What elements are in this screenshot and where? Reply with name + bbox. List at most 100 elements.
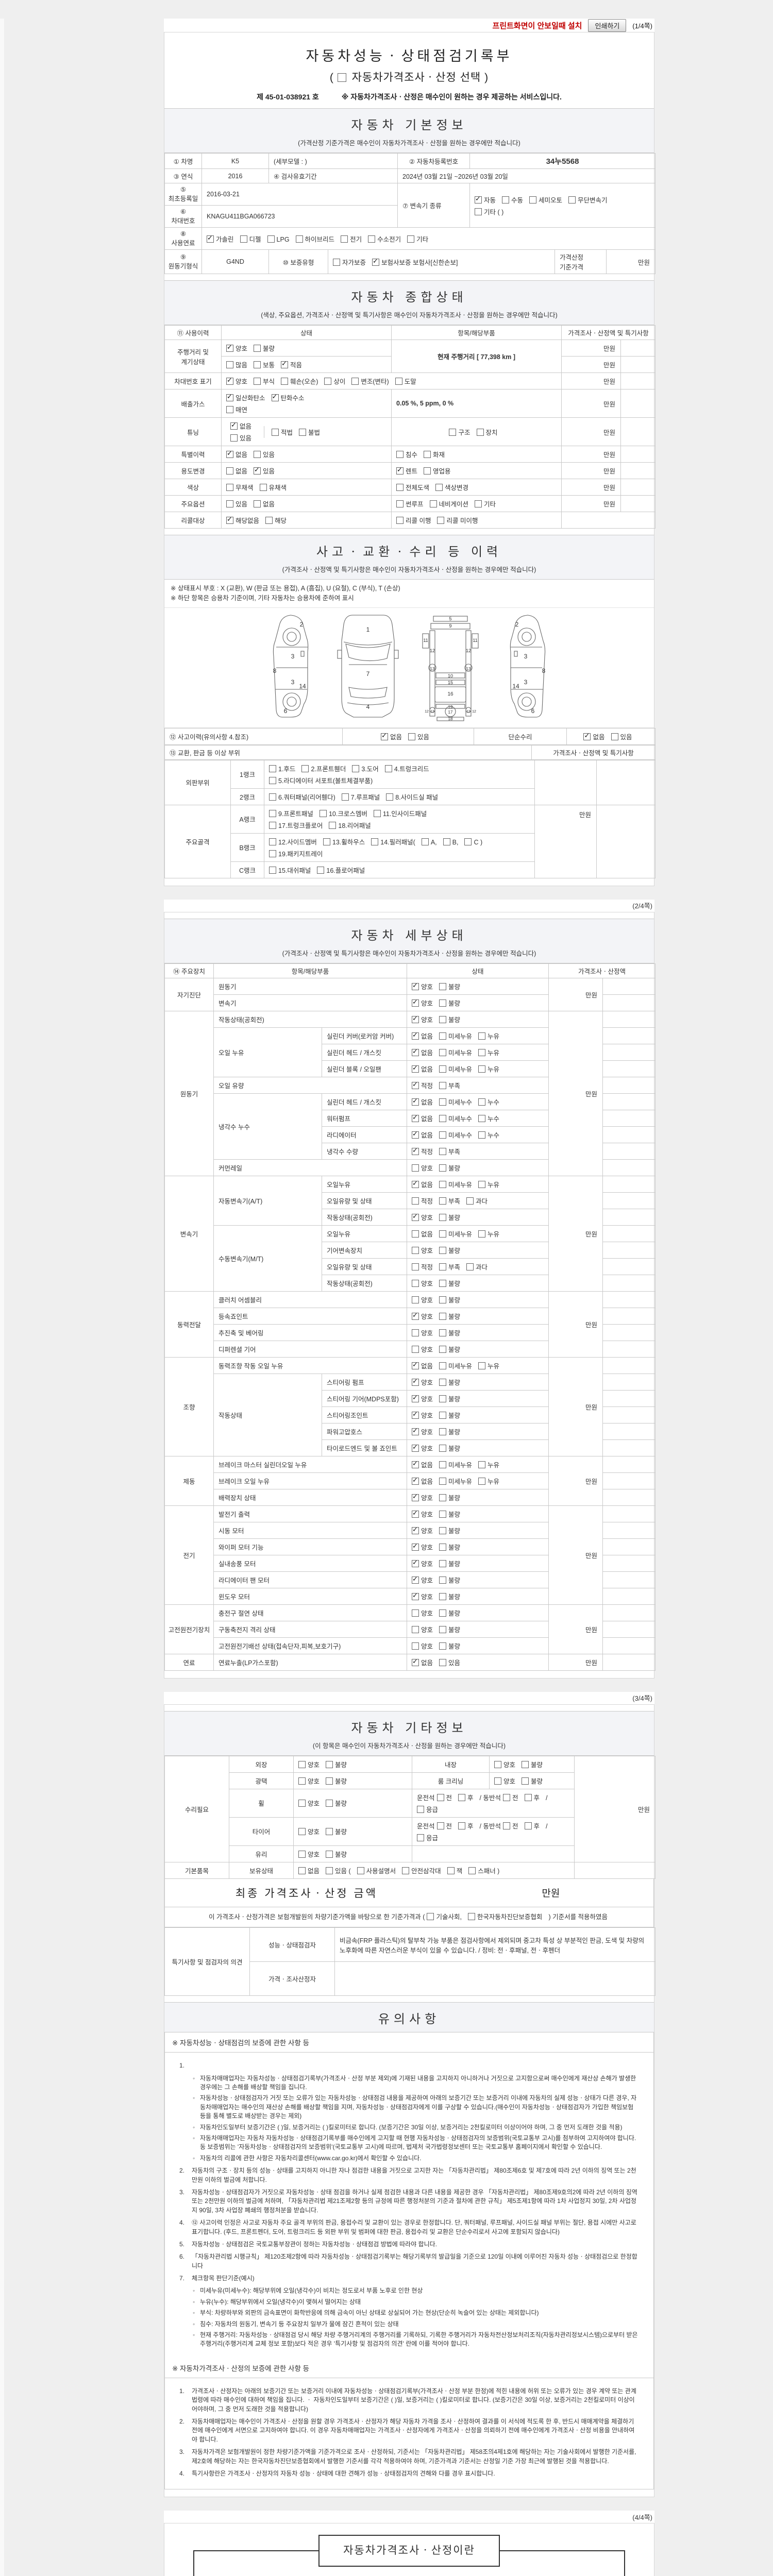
checkbox-icon[interactable] bbox=[281, 378, 289, 385]
checkbox-option[interactable]: 양호 bbox=[298, 1826, 320, 1836]
checkbox-option[interactable]: 색상변경 bbox=[435, 482, 468, 492]
checkbox-icon[interactable] bbox=[478, 1065, 486, 1073]
checkbox-icon[interactable] bbox=[475, 208, 482, 215]
checkbox-option[interactable]: 미세누유 bbox=[439, 1064, 472, 1074]
checkbox-icon[interactable] bbox=[478, 1180, 486, 1188]
checkbox-icon[interactable] bbox=[439, 1527, 447, 1534]
checkbox-icon[interactable] bbox=[568, 196, 576, 204]
checkbox-icon[interactable] bbox=[412, 1246, 419, 1254]
checkbox-icon[interactable] bbox=[466, 1197, 474, 1205]
checkbox-checked-icon[interactable] bbox=[412, 1047, 419, 1056]
checkbox-option[interactable]: 있음 bbox=[254, 449, 275, 459]
checkbox-option[interactable]: 불량 bbox=[439, 1212, 460, 1222]
checkbox-checked-icon[interactable] bbox=[412, 1493, 419, 1501]
checkbox-option[interactable]: 전 bbox=[503, 1792, 518, 1802]
checkbox-option[interactable]: A, bbox=[421, 838, 437, 846]
checkbox-option[interactable]: 양호 bbox=[412, 1443, 433, 1453]
checkbox-checked-icon[interactable] bbox=[281, 360, 289, 368]
checkbox-option[interactable]: 양호 bbox=[412, 1163, 433, 1173]
checkbox-option[interactable]: 불량 bbox=[439, 998, 460, 1008]
checkbox-checked-icon[interactable] bbox=[412, 1657, 419, 1666]
checkbox-option[interactable]: 양호 bbox=[494, 1759, 515, 1769]
checkbox-option[interactable]: 없음 bbox=[254, 499, 275, 509]
checkbox-checked-icon[interactable] bbox=[412, 1311, 419, 1320]
checkbox-icon[interactable] bbox=[439, 1098, 447, 1106]
checkbox-option[interactable]: 탄화수소 bbox=[271, 393, 305, 402]
checkbox-option[interactable]: 부식 bbox=[254, 376, 275, 386]
checkbox-icon[interactable] bbox=[439, 1114, 447, 1122]
checkbox-icon[interactable] bbox=[439, 1296, 447, 1303]
checkbox-option[interactable]: 해당 bbox=[265, 515, 287, 525]
checkbox-icon[interactable] bbox=[269, 850, 276, 857]
checkbox-checked-icon[interactable] bbox=[230, 421, 238, 430]
checkbox-icon[interactable] bbox=[439, 1329, 447, 1336]
checkbox-option[interactable]: 자동 bbox=[475, 195, 496, 205]
checkbox-icon[interactable] bbox=[476, 428, 484, 436]
checkbox-icon[interactable] bbox=[522, 1777, 529, 1785]
checkbox-option[interactable]: 양호 bbox=[226, 343, 247, 353]
checkbox-icon[interactable] bbox=[524, 1793, 532, 1801]
checkbox-option[interactable]: 불량 bbox=[439, 1608, 460, 1618]
checkbox-option[interactable]: 적정 bbox=[412, 1196, 433, 1206]
checkbox-option[interactable]: 양호 bbox=[412, 1542, 433, 1552]
checkbox-icon[interactable] bbox=[522, 1760, 529, 1768]
checkbox-option[interactable]: 4.트렁크리드 bbox=[384, 764, 429, 773]
checkbox-option[interactable]: 있음 bbox=[254, 466, 275, 476]
checkbox-icon[interactable] bbox=[439, 1213, 447, 1221]
checkbox-option[interactable]: 일산화탄소 bbox=[226, 393, 265, 402]
checkbox-icon[interactable] bbox=[466, 1263, 474, 1270]
checkbox-option[interactable]: 후 bbox=[458, 1792, 474, 1802]
checkbox-option[interactable]: 매연 bbox=[226, 404, 247, 414]
checkbox-icon[interactable] bbox=[329, 821, 337, 829]
checkbox-icon[interactable] bbox=[439, 999, 447, 1007]
checkbox-icon[interactable] bbox=[272, 428, 279, 436]
checkbox-icon[interactable] bbox=[412, 1642, 419, 1650]
checkbox-icon[interactable] bbox=[298, 1850, 306, 1858]
checkbox-icon[interactable] bbox=[421, 838, 429, 845]
checkbox-option[interactable]: 9.프론트패널 bbox=[269, 808, 313, 818]
checkbox-option[interactable]: 누유 bbox=[478, 1179, 499, 1189]
checkbox-checked-icon[interactable] bbox=[412, 1575, 419, 1584]
checkbox-option[interactable]: 기타 bbox=[475, 499, 496, 509]
checkbox-icon[interactable] bbox=[439, 1048, 447, 1056]
checkbox-option[interactable]: 부족 bbox=[439, 1196, 460, 1206]
checkbox-icon[interactable] bbox=[417, 1834, 424, 1841]
checkbox-option[interactable]: 양호 bbox=[298, 1776, 320, 1786]
checkbox-checked-icon[interactable] bbox=[254, 466, 261, 474]
checkbox-option[interactable]: 불량 bbox=[439, 1377, 460, 1387]
checkbox-checked-icon[interactable] bbox=[380, 732, 388, 740]
checkbox-icon[interactable] bbox=[337, 73, 346, 82]
checkbox-option[interactable]: 미세누유 bbox=[439, 1229, 472, 1239]
checkbox-option[interactable]: 16.플로어패널 bbox=[317, 865, 365, 875]
checkbox-icon[interactable] bbox=[226, 467, 233, 474]
checkbox-option[interactable]: 양호 bbox=[412, 1311, 433, 1321]
checkbox-option[interactable]: 과다 bbox=[466, 1196, 488, 1206]
checkbox-icon[interactable] bbox=[396, 451, 404, 458]
checkbox-icon[interactable] bbox=[439, 1609, 447, 1617]
checkbox-option[interactable]: 있음 bbox=[611, 732, 632, 741]
checkbox-option[interactable]: 11.인사이드패널 bbox=[373, 808, 427, 818]
checkbox-option[interactable]: 스패너 ) bbox=[468, 1866, 499, 1875]
checkbox-option[interactable]: 없음 bbox=[412, 1047, 433, 1057]
checkbox-option[interactable]: 양호 bbox=[494, 1776, 515, 1786]
checkbox-option[interactable]: 리콜 이행 bbox=[396, 515, 431, 525]
checkbox-option[interactable]: 리콜 미이행 bbox=[437, 515, 478, 525]
checkbox-icon[interactable] bbox=[439, 1032, 447, 1040]
checkbox-option[interactable]: 6.쿼터패널(리어휀다) bbox=[269, 792, 335, 802]
checkbox-option[interactable]: 미세누유 bbox=[439, 1047, 472, 1057]
checkbox-icon[interactable] bbox=[269, 821, 276, 829]
checkbox-option[interactable]: 없음 bbox=[298, 1866, 320, 1875]
checkbox-icon[interactable] bbox=[439, 1625, 447, 1633]
checkbox-option[interactable]: 미세누수 bbox=[439, 1097, 472, 1107]
checkbox-icon[interactable] bbox=[371, 838, 379, 845]
checkbox-checked-icon[interactable] bbox=[412, 1460, 419, 1468]
checkbox-icon[interactable] bbox=[439, 1081, 447, 1089]
checkbox-option[interactable]: 양호 bbox=[412, 1608, 433, 1618]
checkbox-icon[interactable] bbox=[475, 500, 482, 507]
checkbox-option[interactable]: 불량 bbox=[439, 1624, 460, 1634]
checkbox-option[interactable]: 양호 bbox=[412, 1591, 433, 1601]
checkbox-checked-icon[interactable] bbox=[412, 1064, 419, 1073]
checkbox-option[interactable]: 수소전기 bbox=[368, 234, 401, 244]
checkbox-checked-icon[interactable] bbox=[412, 1509, 419, 1518]
checkbox-option[interactable]: 없음 bbox=[412, 1361, 433, 1370]
